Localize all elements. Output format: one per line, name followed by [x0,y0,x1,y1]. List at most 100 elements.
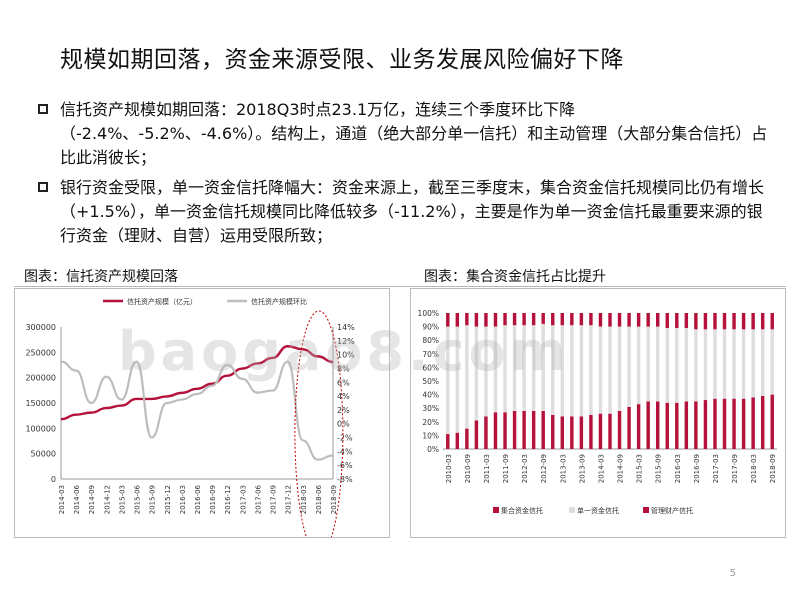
x-tick-label: 2018-09 [330,485,338,514]
bar-segment-property [636,313,641,327]
x-tick-label: 2017-09 [270,485,278,514]
bar-segment-property [751,313,755,330]
x-tick-label: 2017-09 [731,454,739,483]
left-y-tick-label: 0 [51,475,56,484]
legend-label: 管理财产信托 [651,506,693,515]
legend-label: 信托资产规模环比 [251,297,307,306]
bar-segment-single [732,329,736,399]
x-tick-label: 2018-06 [315,484,323,514]
bar-segment-property [684,313,689,328]
right-chart-frame: 100% 90% 80% 70% 60% 50% 40% 30% 20% 10% 0% 2010-03… [410,288,786,538]
y-tick-label: 70% [422,350,439,359]
bar-segment-property [732,313,736,330]
bar-segment-single [617,326,622,411]
x-tick-label: 2011-03 [483,454,491,483]
bar-segment-single [770,329,774,395]
bar-segment-property [589,313,593,326]
left-y-tick-label: 150000 [25,399,56,408]
bar-segment-single [551,325,555,415]
bar-segment-property [493,313,498,327]
bar-segment-single [560,325,565,417]
x-tick-label: 2015-03 [118,485,126,514]
bar-segment-collective [503,412,507,449]
bar-segment-collective [751,397,755,449]
left-y-tick-label: 200000 [25,374,56,383]
x-tick-label: 2017-06 [254,484,262,514]
bar-segment-collective [493,412,498,449]
bar-segment-single [684,327,689,402]
x-tick-label: 2017-03 [239,485,247,514]
bar-segment-collective [598,413,603,449]
x-tick-label: 2016-06 [194,484,202,514]
legend-swatch [569,507,575,513]
bar-segment-collective [655,401,660,449]
legend-label: 信托资产规模（亿元） [127,297,197,306]
bar-segment-single [455,326,460,433]
bar-segment-single [627,326,631,407]
bar-segment-single [598,326,603,414]
y-tick-label: 50% [422,377,439,386]
x-tick-label: 2017-12 [285,485,293,514]
bar-segment-property [722,313,727,330]
page-number: 5 [729,568,736,579]
square-bullet-icon [38,182,48,192]
bar-segment-collective [474,420,479,449]
right-y-tick-label: -8% [337,475,353,484]
bar-segment-single [541,323,545,411]
x-tick-label: 2015-09 [655,454,663,483]
bar-segment-property [675,313,679,328]
bullet-item: 银行资金受限，单一资金信托降幅大：资金来源上，截至三季度末，集合资金信托规模同比… [36,176,776,248]
bar-segment-property [713,313,717,330]
bar-segment-collective [551,415,555,449]
bar-segment-collective [522,410,526,449]
right-y-tick-label: -4% [337,447,353,456]
bar-segment-collective [722,398,727,449]
y-tick-label: 40% [422,391,439,400]
bar-segment-property [465,313,469,326]
x-tick-label: 2013-09 [578,454,586,483]
bar-segment-single [531,325,536,411]
x-tick-label: 2014-09 [88,485,96,514]
bar-segment-single [503,325,507,413]
qoq-change-line [60,360,334,461]
x-tick-label: 2014-09 [617,454,625,483]
bar-segment-collective [608,413,612,449]
x-tick-label: 2016-03 [674,454,682,483]
watermark: baogao8.com [118,320,570,383]
bar-segment-property [579,313,584,326]
x-tick-label: 2016-12 [224,485,232,514]
legend-label: 集合资金信托 [501,506,543,515]
bar-segment-single [760,329,765,396]
bar-segment-collective [684,401,689,449]
bar-segment-collective [512,410,517,449]
left-chart: 300000 250000 200000 150000 100000 50000 0 14% 1… [25,297,355,556]
bar-segment-property [560,313,565,326]
bar-segment-single [665,327,669,403]
x-tick-label: 2015-09 [149,485,157,514]
bar-segment-single [579,325,584,417]
right-y-tick-label: 4% [337,392,350,401]
right-y-tick-label: 6% [337,378,350,387]
bar-segment-property [551,313,555,326]
bar-segment-collective [455,432,460,449]
bar-segment-single [655,326,660,402]
bar-segment-single [636,326,641,405]
bar-segment-collective [446,434,450,449]
bar-segment-single [722,329,727,399]
x-tick-label: 2018-03 [750,454,758,483]
bar-segment-property [522,313,526,326]
bar-segment-property [531,313,536,326]
right-chart: 100% 90% 80% 70% 60% 50% 40% 30% 20% 10% 0% 2010-03… [418,309,778,515]
x-tick-label: 2010-09 [464,454,472,483]
bar-segment-collective [636,404,641,449]
bar-segment-property [741,313,746,330]
bar-segment-property [770,313,774,330]
bar-segment-property [512,313,517,326]
bar-segment-single [703,329,708,401]
bar-segment-collective [560,416,565,449]
right-y-tick-label: 2% [337,406,350,415]
bar-segment-property [570,313,574,326]
x-tick-label: 2015-12 [164,485,172,514]
bar-segment-collective [713,398,717,449]
y-tick-label: 30% [422,404,439,413]
